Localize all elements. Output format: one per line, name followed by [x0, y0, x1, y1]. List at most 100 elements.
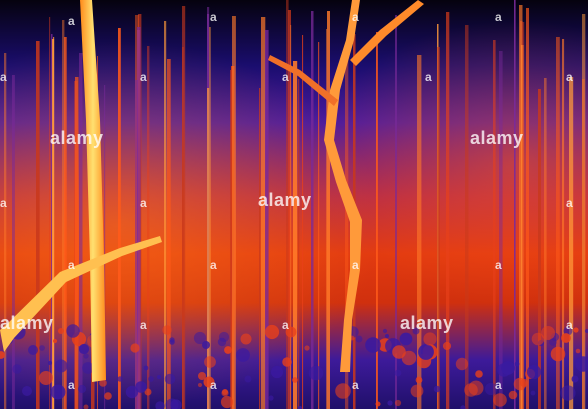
- background-trunk: [259, 88, 261, 409]
- background-trunk: [538, 89, 541, 409]
- undergrowth-leaf: [365, 337, 381, 353]
- undergrowth-leaf: [550, 346, 566, 362]
- watermark-small-23: a: [495, 378, 503, 392]
- watermark-small-7: a: [282, 70, 290, 84]
- watermark-small-19: a: [566, 318, 574, 332]
- watermark-small-20: a: [68, 378, 76, 392]
- undergrowth-leaf: [125, 385, 139, 399]
- watermark-center: alamy: [258, 190, 312, 210]
- background-trunk: [302, 35, 304, 409]
- undergrowth-leaf: [493, 393, 507, 407]
- background-trunk: [288, 10, 291, 409]
- undergrowth-leaf: [575, 348, 581, 354]
- undergrowth-leaf: [355, 335, 363, 343]
- background-trunk: [437, 47, 440, 409]
- background-trunk: [265, 30, 269, 409]
- background-trunk: [519, 5, 523, 409]
- watermark-small-8: a: [425, 70, 433, 84]
- undergrowth-leaf: [244, 375, 252, 383]
- undergrowth-leaf: [236, 348, 250, 362]
- background-trunk: [52, 39, 55, 409]
- undergrowth-leaf: [526, 364, 542, 380]
- undergrowth-leaf: [573, 327, 579, 333]
- fallen-branch: [0, 236, 162, 352]
- background-trunk: [209, 27, 211, 409]
- undergrowth-leaf: [541, 326, 555, 340]
- undergrowth-leaf: [202, 341, 210, 349]
- watermark-small-13: a: [68, 258, 76, 272]
- background-trunk: [514, 0, 516, 409]
- undergrowth-leaf: [268, 395, 274, 401]
- undergrowth-leaf: [143, 365, 149, 371]
- undergrowth-leaf: [394, 399, 402, 407]
- undergrowth-leaf: [54, 359, 68, 373]
- background-trunk: [230, 70, 234, 409]
- undergrowth-leaf: [165, 398, 179, 409]
- undergrowth-leaf: [392, 345, 406, 359]
- background-trunk: [164, 21, 167, 409]
- background-trunk: [290, 25, 292, 409]
- watermark-top-right: alamy: [470, 128, 524, 148]
- watermark-small-6: a: [140, 70, 148, 84]
- undergrowth-leaf: [335, 383, 351, 399]
- background-trunk: [326, 29, 328, 409]
- background-trunk: [499, 51, 503, 409]
- undergrowth-leaf: [224, 346, 232, 354]
- curved-center-trunk: [324, 0, 362, 372]
- undergrowth-leaf: [530, 390, 536, 396]
- background-trunk: [318, 42, 320, 409]
- watermark-small-14: a: [210, 258, 218, 272]
- background-trunk: [64, 37, 67, 409]
- background-trunk: [544, 78, 547, 409]
- background-trunk: [286, 0, 289, 409]
- undergrowth-leaf: [0, 351, 5, 359]
- undergrowth-leaf: [83, 353, 89, 359]
- undergrowth-leaf: [484, 382, 498, 396]
- undergrowth-leaf: [385, 334, 389, 338]
- undergrowth-leaf: [164, 373, 176, 385]
- undergrowth-leaf: [47, 360, 53, 366]
- background-trunk: [582, 14, 586, 409]
- undergrowth-leaf: [148, 376, 154, 382]
- undergrowth-leaf: [169, 339, 175, 345]
- foreground-trees: [0, 0, 424, 382]
- watermark-small-10: a: [0, 196, 8, 210]
- watermark-small-5: a: [0, 70, 8, 84]
- undergrowth-leaf: [217, 337, 227, 347]
- undergrowth-leaf: [475, 370, 483, 378]
- undergrowth-leaf: [193, 331, 207, 345]
- undergrowth: [0, 324, 588, 409]
- watermark-top-left: alamy: [50, 128, 104, 148]
- undergrowth-leaf: [549, 338, 557, 346]
- undergrowth-leaf: [264, 324, 280, 340]
- undergrowth-leaf: [157, 375, 161, 379]
- undergrowth-leaf: [508, 390, 518, 400]
- undergrowth-leaf: [442, 341, 452, 351]
- undergrowth-leaf: [375, 401, 381, 407]
- undergrowth-leaf: [460, 405, 466, 409]
- undergrowth-leaf: [285, 326, 297, 338]
- undergrowth-leaf: [308, 365, 324, 381]
- undergrowth-leaf: [203, 376, 215, 388]
- undergrowth-leaf: [423, 332, 437, 346]
- undergrowth-leaf: [78, 343, 90, 355]
- undergrowth-leaf: [198, 372, 206, 380]
- watermark-small-15: a: [352, 258, 360, 272]
- watermark-small-18: a: [282, 318, 290, 332]
- undergrowth-leaf: [204, 356, 216, 368]
- undergrowth-leaf: [382, 328, 388, 334]
- undergrowth-leaf: [104, 392, 112, 400]
- undergrowth-leaf: [28, 345, 38, 355]
- background-trunk: [167, 59, 171, 409]
- undergrowth-leaf: [39, 371, 53, 385]
- undergrowth-leaf: [304, 345, 310, 351]
- watermark-small-3: a: [352, 10, 360, 24]
- background-trunk: [376, 32, 378, 409]
- background-trunk: [207, 88, 210, 409]
- undergrowth-leaf: [399, 332, 413, 346]
- undergrowth-leaf: [571, 375, 579, 383]
- background-trunk: [311, 11, 314, 409]
- undergrowth-leaf: [531, 332, 545, 346]
- undergrowth-leaf: [155, 401, 165, 409]
